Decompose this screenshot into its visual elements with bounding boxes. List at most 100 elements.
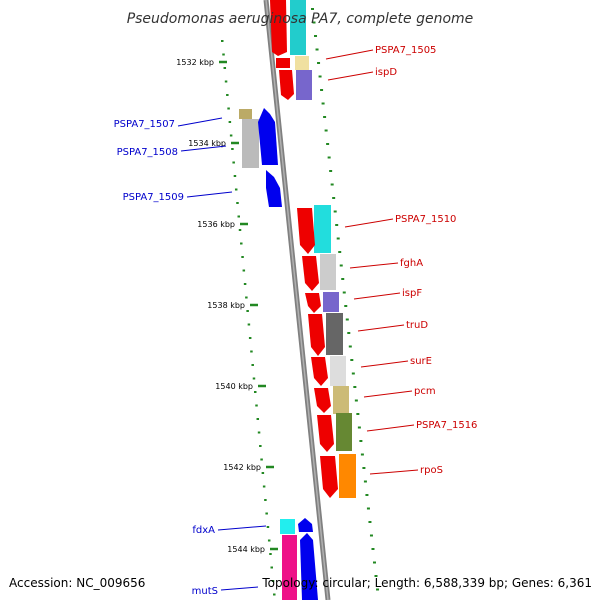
cds-arrow[interactable] <box>297 208 315 254</box>
cds-arrow[interactable] <box>300 533 318 600</box>
guide-dot <box>269 553 272 555</box>
guide-dot <box>222 53 225 56</box>
topology-text: Topology: circular; Length: 6,588,339 bp… <box>261 576 592 590</box>
guide-dot <box>243 283 247 285</box>
guide-dot <box>357 426 361 429</box>
guide-dot <box>260 458 263 461</box>
gene-label[interactable]: fghA <box>400 258 423 269</box>
cds-arrow[interactable] <box>279 70 294 100</box>
guide-dot <box>264 499 267 501</box>
gene-label[interactable]: surE <box>410 356 432 367</box>
leader-line <box>220 586 259 591</box>
kbp-label: 1534 kbp <box>188 139 226 148</box>
guide-dot <box>362 467 366 469</box>
guide-dot <box>321 102 325 105</box>
backbone <box>263 0 331 600</box>
guide-dot <box>238 229 242 231</box>
guide-dot <box>226 94 229 96</box>
leader-line <box>360 360 409 368</box>
gene-label[interactable]: truD <box>406 320 428 331</box>
guide-dot <box>242 269 246 272</box>
guide-dot <box>257 431 261 434</box>
guide-dot <box>241 256 244 258</box>
gene-label[interactable]: PSPA7_1508 <box>117 147 178 158</box>
cds-arrow[interactable] <box>320 456 338 498</box>
gene-label[interactable]: PSPA7_1507 <box>114 119 175 130</box>
guide-dot <box>348 345 352 348</box>
guide-dot <box>252 377 256 380</box>
gene-label[interactable]: PSPA7_1516 <box>416 420 477 431</box>
reverse-cds-track <box>258 108 318 600</box>
guide-dot <box>262 485 266 488</box>
cds-arrow[interactable] <box>302 256 319 291</box>
guide-dot <box>236 202 239 204</box>
leader-line <box>366 424 415 432</box>
gene-label[interactable]: rpoS <box>420 465 443 476</box>
cog-bar <box>336 413 352 451</box>
cog-bar <box>239 109 252 119</box>
guide-dot <box>369 534 373 537</box>
guide-dot <box>251 364 254 366</box>
guide-dot <box>344 305 348 307</box>
guide-dot <box>232 161 235 164</box>
guide-dot <box>323 116 327 118</box>
guide-dot <box>345 318 349 321</box>
guide-dot <box>326 143 330 145</box>
guide-dot <box>270 566 273 569</box>
guide-dot <box>224 80 228 83</box>
leader-line <box>327 71 374 81</box>
gene-label[interactable]: mutS <box>192 586 218 597</box>
guide-dot <box>330 183 334 186</box>
kbp-label: 1540 kbp <box>215 382 253 391</box>
guide-dot <box>256 418 260 420</box>
gene-label[interactable]: pcm <box>414 386 436 397</box>
guide-dot <box>341 278 345 280</box>
cds-arrow[interactable] <box>270 0 287 56</box>
guide-dot <box>240 242 243 245</box>
cog-bar <box>242 119 259 168</box>
guide-dot <box>271 580 275 582</box>
cds-arrow[interactable] <box>317 415 334 452</box>
guide-dot <box>374 575 378 577</box>
cds-arrow[interactable] <box>258 108 278 165</box>
guide-dot <box>233 175 237 177</box>
guide-dot <box>332 197 336 199</box>
guide-dot <box>354 399 358 402</box>
cds-arrow[interactable] <box>276 58 290 68</box>
guide-dot <box>359 440 363 442</box>
gene-label[interactable]: ispF <box>402 288 422 299</box>
guide-dot <box>338 251 342 253</box>
leader-line <box>177 117 223 127</box>
kbp-label: 1538 kbp <box>207 301 245 310</box>
cds-arrow[interactable] <box>266 170 282 207</box>
gene-label[interactable]: PSPA7_1510 <box>395 214 456 225</box>
gene-label[interactable]: PSPA7_1509 <box>123 192 184 203</box>
gene-label[interactable]: fdxA <box>192 525 215 536</box>
cds-arrow[interactable] <box>305 293 321 313</box>
gene-label[interactable]: ispD <box>375 67 397 78</box>
cds-arrow[interactable] <box>311 357 328 386</box>
guide-dot <box>342 291 346 294</box>
guide-dots <box>221 8 380 596</box>
guide-dot <box>237 215 240 218</box>
cds-arrow[interactable] <box>314 388 331 413</box>
guide-dot <box>327 156 331 159</box>
cog-bar <box>330 356 346 386</box>
guide-dot <box>363 480 367 483</box>
guide-dot <box>312 21 316 24</box>
guide-dot <box>339 264 343 267</box>
guide-dot <box>320 89 324 91</box>
gene-label[interactable]: PSPA7_1505 <box>375 45 436 56</box>
guide-dot <box>311 8 314 10</box>
cog-bar <box>296 70 312 100</box>
leader-line <box>217 525 267 531</box>
guide-dot <box>317 62 321 64</box>
cog-bar <box>295 56 309 70</box>
cog-bar <box>282 535 297 600</box>
cds-arrow[interactable] <box>308 314 325 356</box>
cds-arrow[interactable] <box>298 518 313 532</box>
guide-dot <box>246 310 249 312</box>
leader-line <box>353 292 401 300</box>
guide-dot <box>266 526 270 528</box>
